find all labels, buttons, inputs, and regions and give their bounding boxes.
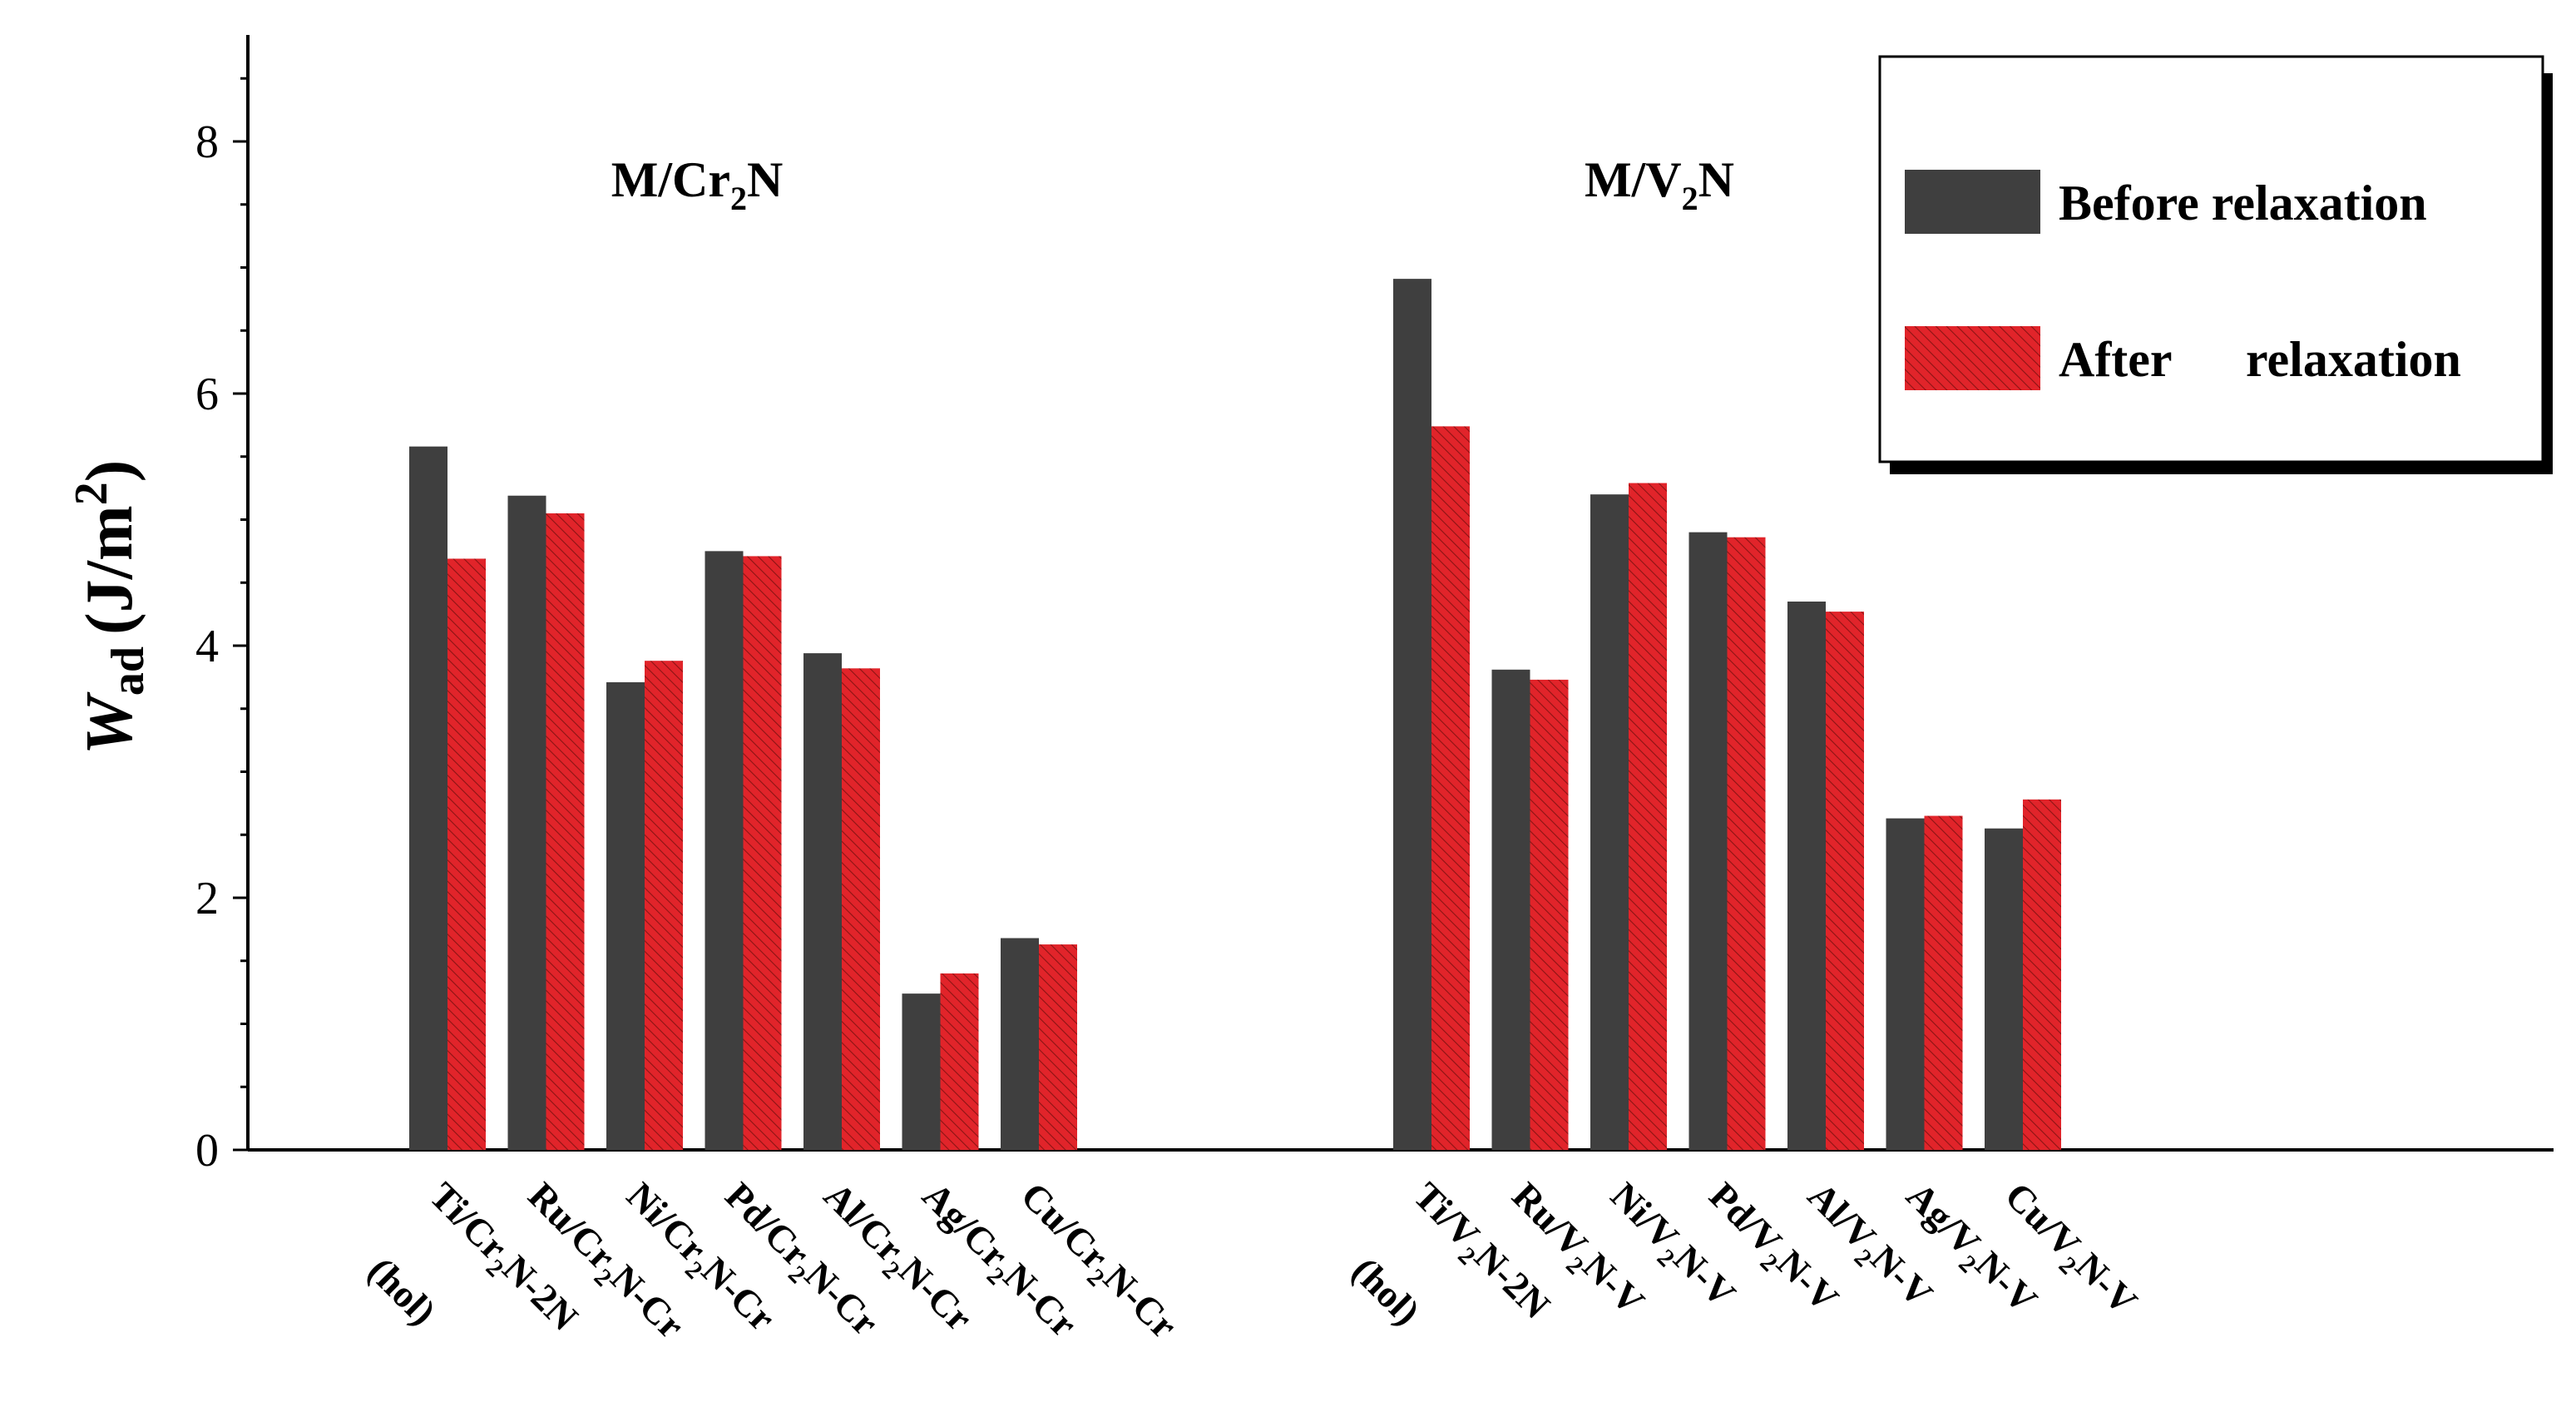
bar-before: [409, 446, 447, 1150]
bar-after: [1924, 815, 1963, 1150]
y-tick-label: 6: [195, 369, 219, 420]
x-tick-label-extra: (hol): [1344, 1249, 1428, 1333]
bar-before: [705, 551, 744, 1150]
bar-before: [1001, 938, 1039, 1150]
x-tick-label-extra: (hol): [360, 1249, 444, 1333]
bar-after: [743, 556, 782, 1150]
bar-before: [803, 653, 842, 1150]
bar-after: [940, 973, 979, 1150]
legend-swatch-after: [1905, 326, 2040, 390]
bar-after: [1629, 483, 1667, 1150]
group-title: M/Cr2N: [611, 152, 784, 217]
bar-before: [1393, 279, 1431, 1150]
group-titles: M/Cr2N M/V2N: [611, 152, 1734, 217]
group-title: M/V2N: [1585, 152, 1734, 217]
legend-label-after: After relaxation: [2059, 332, 2461, 387]
bar-after: [842, 668, 880, 1150]
bar-before: [902, 993, 941, 1150]
bar-after: [1826, 612, 1864, 1150]
bar-before: [606, 681, 645, 1150]
x-tick-labels: Ti/Cr2N-2N(hol)Ru/Cr2N-CrNi/Cr2N-CrPd/Cr…: [360, 1174, 2146, 1346]
bar-before: [1787, 601, 1826, 1150]
y-axis-title: Wad(J/m2): [66, 460, 154, 755]
bar-after: [2023, 799, 2061, 1150]
bar-before: [1590, 494, 1629, 1150]
bar-after: [645, 661, 683, 1150]
bars: [409, 279, 2061, 1150]
bar-after: [1431, 426, 1470, 1150]
legend-label-before: Before relaxation: [2059, 176, 2427, 230]
y-tick-label: 4: [195, 621, 219, 672]
legend-swatch-before: [1905, 170, 2040, 234]
legend-box: [1878, 55, 2544, 463]
bar-after: [1727, 537, 1766, 1150]
bar-after: [1530, 679, 1569, 1150]
y-tick-label: 0: [195, 1125, 219, 1177]
bar-before: [1886, 818, 1925, 1150]
bar-before: [1688, 532, 1728, 1150]
bar-after: [447, 558, 486, 1150]
bar-before: [1985, 828, 2023, 1150]
bar-after: [1039, 944, 1077, 1150]
legend: Before relaxation After relaxation: [1878, 55, 2553, 474]
y-ticks: 0 2 4 6 8: [195, 77, 248, 1177]
y-tick-label: 2: [195, 873, 219, 924]
bar-before: [1491, 669, 1530, 1150]
y-tick-label: 8: [195, 116, 219, 168]
bar-before: [507, 495, 546, 1150]
bar-after: [546, 513, 585, 1150]
